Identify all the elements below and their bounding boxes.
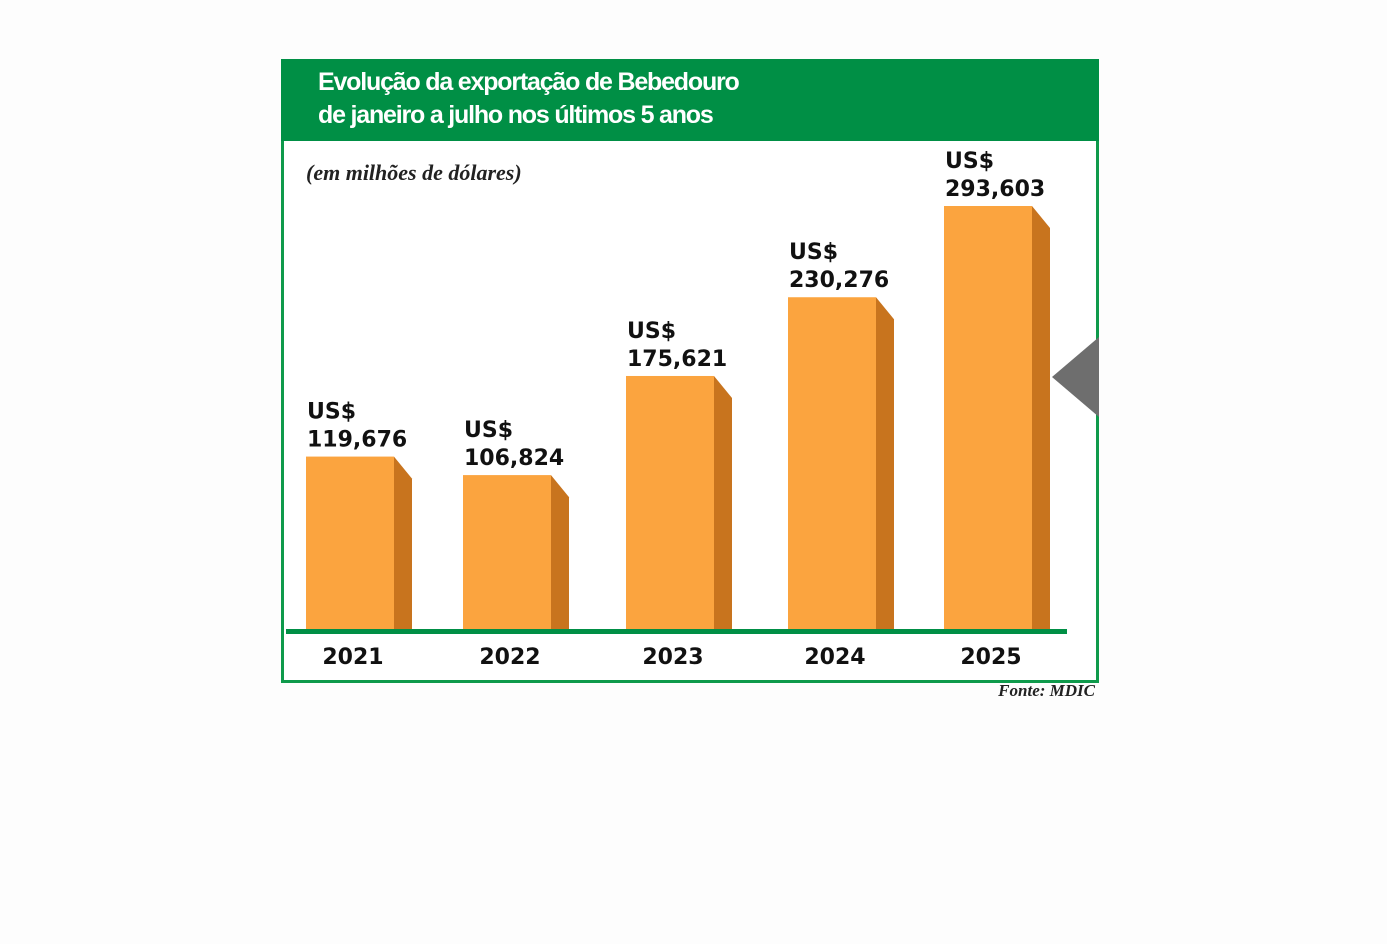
value-label-currency-2025: US$ xyxy=(945,149,994,174)
value-label-2025: 293,603 xyxy=(945,177,1045,202)
category-label-2022: 2022 xyxy=(479,645,540,670)
value-label-currency-2021: US$ xyxy=(307,400,356,425)
chart-source: Fonte: MDIC xyxy=(998,681,1095,700)
bar-2021 xyxy=(306,456,394,629)
bar-side-2023 xyxy=(714,375,732,629)
value-label-2022: 106,824 xyxy=(464,446,564,471)
pointer-arrow-icon xyxy=(1052,337,1099,417)
bar-2022 xyxy=(463,475,551,629)
bar-2024 xyxy=(788,297,876,629)
chart-header xyxy=(281,59,1099,141)
category-label-2024: 2024 xyxy=(804,645,865,670)
value-label-2023: 175,621 xyxy=(627,347,727,372)
bar-side-2022 xyxy=(551,475,569,629)
chart-subtitle: (em milhões de dólares) xyxy=(306,160,522,185)
category-label-2021: 2021 xyxy=(322,645,383,670)
baseline xyxy=(286,629,1067,634)
bar-side-2024 xyxy=(876,297,894,629)
value-label-currency-2024: US$ xyxy=(789,240,838,265)
category-label-2025: 2025 xyxy=(960,645,1021,670)
value-label-2024: 230,276 xyxy=(789,268,889,293)
chart-title-line-1: Evolução da exportação de Bebedouro xyxy=(318,68,740,96)
bar-2025 xyxy=(944,206,1032,629)
chart-title-line-2: de janeiro a julho nos últimos 5 anos xyxy=(318,101,714,129)
value-label-currency-2022: US$ xyxy=(464,418,513,443)
bar-side-2025 xyxy=(1032,206,1050,629)
category-label-2023: 2023 xyxy=(642,645,703,670)
bar-side-2021 xyxy=(394,456,412,629)
value-label-currency-2023: US$ xyxy=(627,319,676,344)
bar-2023 xyxy=(626,375,714,629)
value-label-2021: 119,676 xyxy=(307,428,407,453)
